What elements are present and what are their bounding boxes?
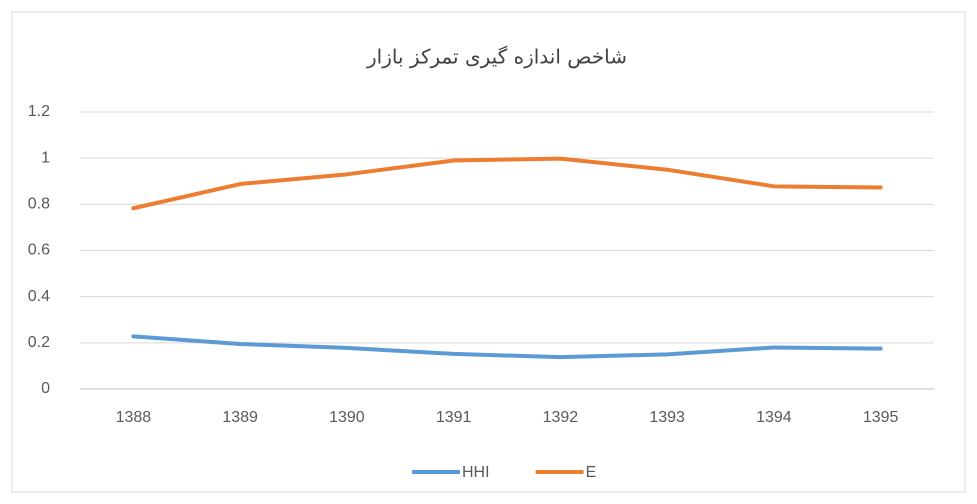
x-tick-label: 1393: [649, 409, 685, 426]
line-series: [131, 156, 883, 211]
y-tick-label: 1.2: [28, 103, 50, 120]
x-tick-label: 1389: [222, 409, 258, 426]
x-tick-label: 1392: [543, 409, 579, 426]
x-tick-label: 1390: [329, 409, 365, 426]
y-tick-label: 0.6: [28, 242, 50, 259]
line-series: [131, 334, 883, 360]
y-tick-label: 0.4: [28, 288, 50, 305]
y-tick-label: 1: [41, 149, 50, 166]
legend-label: E: [586, 464, 597, 481]
y-tick-label: 0.8: [28, 196, 50, 213]
chart-border: [11, 11, 966, 493]
x-tick-label: 1394: [756, 409, 792, 426]
y-tick-label: 0: [41, 380, 50, 397]
legend-label: HHI: [462, 464, 490, 481]
chart-title: شاخص اندازه گیری تمرکز بازار: [366, 45, 627, 69]
y-tick-label: 0.2: [28, 334, 50, 351]
x-tick-label: 1391: [436, 409, 472, 426]
x-tick-label: 1395: [863, 409, 899, 426]
x-tick-label: 1388: [116, 409, 152, 426]
